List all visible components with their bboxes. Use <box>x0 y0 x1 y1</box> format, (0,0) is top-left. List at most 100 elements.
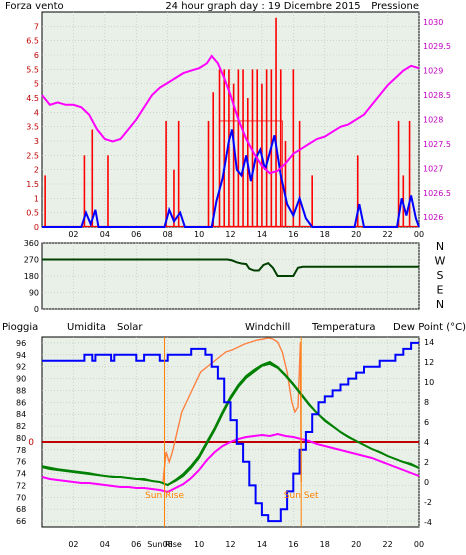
time-tick-label: 06 <box>131 230 141 239</box>
direction-tick-label: 360 <box>24 239 39 248</box>
time-tick-label: 20 <box>351 540 361 549</box>
humidity-line <box>42 341 419 523</box>
wind-force-tick-label: 4 <box>34 108 39 117</box>
time-tick-label: 06 <box>131 540 141 549</box>
humidity-tick-label: 66 <box>16 517 26 526</box>
humidity-tick-label: 92 <box>16 363 26 372</box>
weather-legend: Pioggia Umidita Solar Windchill Temperat… <box>2 322 466 333</box>
temperature-tick-label: 2 <box>424 458 429 467</box>
pressure-line <box>41 54 420 175</box>
humidity-axis-labels: 66 68 70 72 74 76 78 80 82 84 86 88 90 92 94 96 <box>16 339 26 526</box>
time-tick-label: 04 <box>100 540 110 549</box>
header-left-label: Forza vento <box>5 1 64 12</box>
time-tick-label: Sun Rise <box>147 540 182 549</box>
wind-force-tick-label: 1 <box>34 194 39 203</box>
time-tick-label: 18 <box>320 230 330 239</box>
time-tick-label: 16 <box>288 540 298 549</box>
wind-time-axis-labels: 02 04 06 08 10 12 14 16 18 20 22 00 <box>68 230 424 239</box>
header-right-label: Pressione <box>371 1 419 12</box>
wind-force-tick-label: 0.5 <box>26 209 39 218</box>
time-tick-label: 20 <box>351 230 361 239</box>
weather-plot-frame <box>41 336 420 528</box>
legend-rain: Pioggia <box>2 322 38 333</box>
solar-line <box>162 337 302 483</box>
time-tick-label: 14 <box>257 540 267 549</box>
pressure-tick-label: 1028.5 <box>423 91 451 100</box>
wind-pressure-plot-frame <box>41 11 420 228</box>
time-tick-label: 10 <box>194 230 204 239</box>
wind-force-tick-label: 0 <box>34 223 39 232</box>
time-tick-label: 08 <box>163 540 173 549</box>
temperature-tick-label: 0 <box>424 478 429 487</box>
wind-force-tick-label: 4.5 <box>26 94 39 103</box>
compass-letter: N <box>436 298 444 311</box>
compass-letter: E <box>437 284 444 297</box>
time-tick-label: 12 <box>225 540 235 549</box>
time-tick-label: 08 <box>163 230 173 239</box>
wind-force-axis-labels: 0 0.5 1 1.5 2 2.5 3 3.5 4 4.5 5 5.5 6 6.5 7 <box>26 22 39 232</box>
pressure-tick-label: 1029.5 <box>423 42 451 51</box>
wind-force-bars <box>42 17 419 228</box>
legend-solar: Solar <box>117 322 143 333</box>
legend-windchill: Windchill <box>245 322 290 333</box>
wind-average-line <box>42 129 420 228</box>
wind-direction-line <box>42 258 419 277</box>
humidity-tick-label: 74 <box>16 470 26 479</box>
pressure-tick-label: 1030 <box>423 18 443 27</box>
humidity-tick-label: 72 <box>16 481 26 490</box>
compass-letter: W <box>435 255 446 268</box>
direction-tick-label: 180 <box>24 272 39 281</box>
humidity-tick-label: 94 <box>16 351 26 360</box>
legend-dew-point: Dew Point (°C) <box>393 322 466 333</box>
humidity-tick-label: 88 <box>16 386 26 395</box>
humidity-tick-label: 80 <box>16 434 26 443</box>
humidity-tick-label: 84 <box>16 410 26 419</box>
weather-panel: Sun Rise Sun Set 0 666870727476788082848… <box>16 336 434 549</box>
temperature-axis-labels: -4 -2 0 2 4 6 8 10 12 14 <box>424 338 434 527</box>
humidity-tick-label: 86 <box>16 398 26 407</box>
pressure-tick-label: 1027.5 <box>423 140 451 149</box>
temperature-tick-label: 10 <box>424 378 434 387</box>
temperature-tick-label: 8 <box>424 398 429 407</box>
humidity-tick-label: 68 <box>16 505 26 514</box>
time-tick-label: 02 <box>68 230 78 239</box>
wind-direction-axis-labels: 0 90 180 270 360 <box>24 239 39 314</box>
direction-tick-label: 270 <box>24 256 39 265</box>
time-tick-label: 16 <box>288 230 298 239</box>
time-tick-label: 22 <box>382 540 392 549</box>
legend-humidity: Umidita <box>67 322 106 333</box>
time-tick-label: 12 <box>225 230 235 239</box>
humidity-tick-label: 82 <box>16 422 26 431</box>
wind-pressure-panel: 0 0.5 1 1.5 2 2.5 3 3.5 4 4.5 5 5.5 6 6.5 7 1026 1026.5… <box>26 11 451 239</box>
pressure-tick-label: 1029 <box>423 67 443 76</box>
wind-force-tick-label: 3.5 <box>26 123 39 132</box>
humidity-tick-label: 76 <box>16 458 26 467</box>
humidity-tick-label: 90 <box>16 375 26 384</box>
time-tick-label: 00 <box>414 230 424 239</box>
wind-force-tick-label: 6.5 <box>26 37 39 46</box>
pressure-axis-labels: 1026 1026.5 1027 1027.5 1028 1028.5 1029 1029.5… <box>423 18 451 222</box>
legend-temperature: Temperatura <box>311 322 376 333</box>
time-tick-label: 00 <box>414 540 424 549</box>
sun-rise-label: Sun Rise <box>145 491 184 501</box>
compass-letter: S <box>437 269 444 282</box>
wind-force-tick-label: 7 <box>34 22 39 31</box>
wind-force-tick-label: 3 <box>34 137 39 146</box>
time-tick-label: 18 <box>320 540 330 549</box>
sun-set-label: Sun Set <box>284 491 319 501</box>
direction-tick-label: 0 <box>34 305 39 314</box>
compass-letter: N <box>436 240 444 253</box>
graph-title: 24 hour graph day : 19 Dicembre 2015 <box>165 1 360 12</box>
time-tick-label: 02 <box>68 540 78 549</box>
rain-axis-label: 0 <box>28 438 34 448</box>
wind-force-tick-label: 2 <box>34 166 39 175</box>
wind-force-tick-label: 1.5 <box>26 180 39 189</box>
time-tick-label: 04 <box>100 230 110 239</box>
temperature-tick-label: 12 <box>424 358 434 367</box>
time-tick-label: 22 <box>382 230 392 239</box>
